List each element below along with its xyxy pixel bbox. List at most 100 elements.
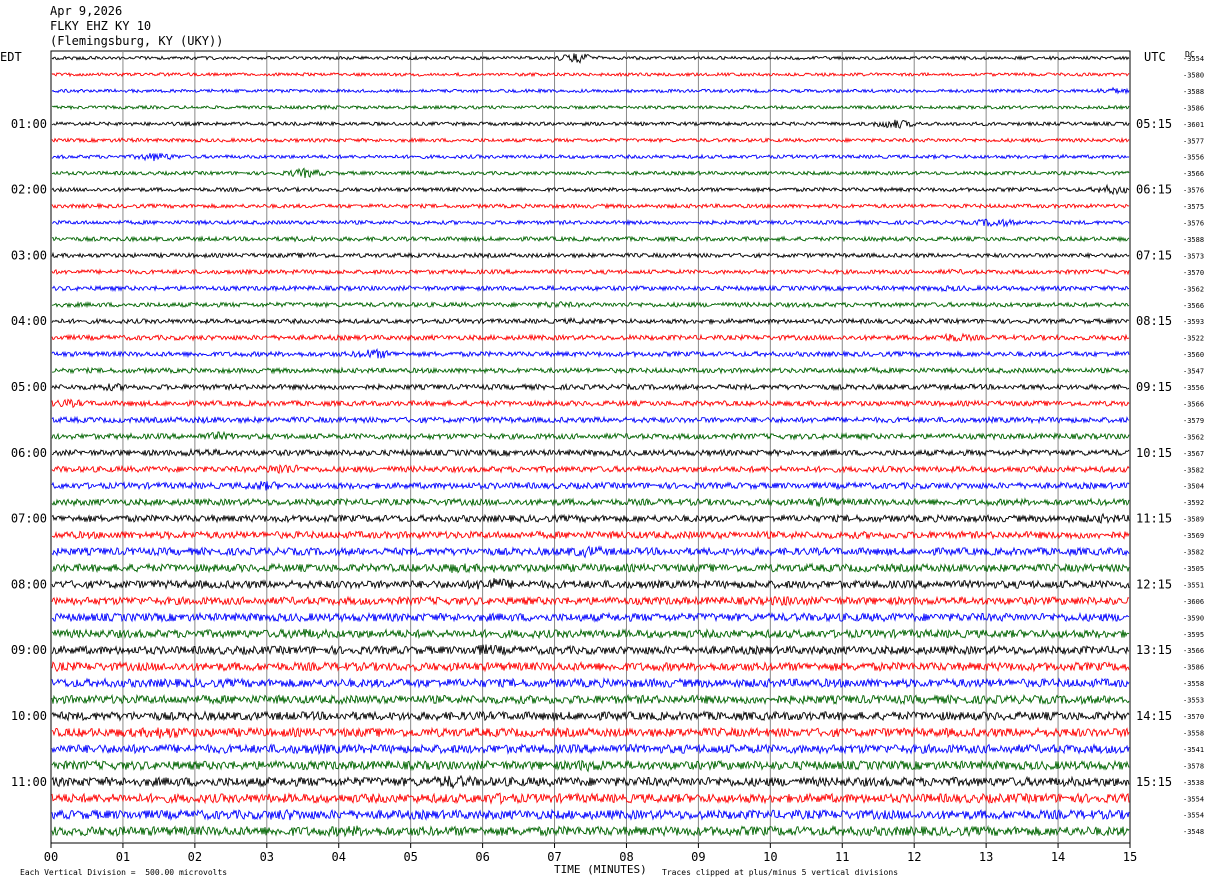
seismic-trace <box>51 415 1130 425</box>
trace-dc-offset: -3570 <box>1183 269 1204 277</box>
seismic-trace <box>51 726 1130 739</box>
trace-dc-offset: -3573 <box>1183 252 1204 260</box>
seismic-trace <box>51 529 1130 541</box>
seismic-trace <box>51 578 1130 590</box>
seismic-trace <box>51 398 1130 409</box>
trace-dc-offset: -3567 <box>1183 450 1204 458</box>
seismic-trace <box>51 317 1130 326</box>
seismic-trace <box>51 284 1130 293</box>
trace-dc-offset: -3588 <box>1183 236 1204 244</box>
hour-label-left: 05:00 <box>11 380 47 394</box>
trace-dc-offset: -3560 <box>1183 351 1204 359</box>
seismic-trace <box>51 481 1130 491</box>
hour-label-left: 01:00 <box>11 117 47 131</box>
trace-dc-offset: -3551 <box>1183 581 1204 589</box>
trace-dc-offset: -3569 <box>1183 532 1204 540</box>
seismic-trace <box>51 710 1130 722</box>
trace-dc-offset: -3566 <box>1183 170 1204 178</box>
hour-label-right: 10:15 <box>1136 446 1172 460</box>
seismic-trace <box>51 251 1130 260</box>
location-label: (Flemingsburg, KY (UKY)) <box>50 34 224 48</box>
trace-dc-offset: -3576 <box>1183 220 1204 228</box>
trace-dc-offset: -3554 <box>1183 795 1204 803</box>
trace-dc-offset: -3579 <box>1183 417 1204 425</box>
left-timezone-label: EDT <box>0 50 22 64</box>
seismic-trace <box>51 71 1130 78</box>
hour-label-right: 05:15 <box>1136 117 1172 131</box>
seismic-trace <box>51 512 1130 525</box>
seismic-trace <box>51 104 1130 111</box>
seismic-trace <box>51 268 1130 276</box>
trace-dc-offset: -3577 <box>1183 137 1204 145</box>
seismic-trace <box>51 430 1130 441</box>
trace-dc-offset: -3595 <box>1183 631 1204 639</box>
clip-note: Traces clipped at plus/minus 5 vertical … <box>662 868 899 877</box>
x-tick-label: 10 <box>763 850 777 864</box>
seismic-trace <box>51 677 1130 689</box>
trace-dc-offset: -3538 <box>1183 779 1204 787</box>
seismic-trace <box>51 152 1130 162</box>
trace-dc-offset: -3504 <box>1183 483 1204 491</box>
x-tick-label: 09 <box>691 850 705 864</box>
date-label: Apr 9,2026 <box>50 4 123 18</box>
trace-dc-offset: -3589 <box>1183 516 1204 524</box>
x-tick-label: 02 <box>188 850 202 864</box>
hour-label-right: 08:15 <box>1136 314 1172 328</box>
x-tick-label: 05 <box>403 850 417 864</box>
trace-dc-offset: -3566 <box>1183 302 1204 310</box>
scale-note: Each Vertical Division = 500.00 microvol… <box>20 868 228 877</box>
trace-dc-offset: -3593 <box>1183 318 1204 326</box>
seismic-trace <box>51 183 1130 196</box>
seismic-trace <box>51 496 1130 508</box>
trace-dc-offset: -3547 <box>1183 368 1204 376</box>
trace-dc-offset: -3558 <box>1183 680 1204 688</box>
x-tick-label: 04 <box>332 850 346 864</box>
x-tick-label: 06 <box>475 850 489 864</box>
trace-dc-offset: -3586 <box>1183 104 1204 112</box>
trace-dc-offset: -3556 <box>1183 384 1204 392</box>
seismic-trace <box>51 332 1130 343</box>
trace-dc-offset: -3590 <box>1183 614 1204 622</box>
trace-dc-offset: -3592 <box>1183 499 1204 507</box>
station-label: FLKY EHZ KY 10 <box>50 19 152 33</box>
trace-dc-offset: -3562 <box>1183 285 1204 293</box>
seismic-trace <box>51 202 1130 210</box>
trace-dc-offset: -3566 <box>1183 647 1204 655</box>
trace-dc-offset: -3553 <box>1183 697 1204 705</box>
seismic-trace <box>51 300 1130 310</box>
trace-dc-offset: -3578 <box>1183 762 1204 770</box>
trace-dc-offset: -3586 <box>1183 664 1204 672</box>
seismic-trace <box>51 562 1130 574</box>
seismic-trace <box>51 792 1130 806</box>
seismic-trace <box>51 53 1130 64</box>
seismic-trace <box>51 644 1130 657</box>
x-tick-label: 15 <box>1123 850 1137 864</box>
seismic-trace <box>51 611 1130 623</box>
seismic-trace <box>51 759 1130 773</box>
x-tick-label: 14 <box>1051 850 1065 864</box>
trace-dc-offset: -3601 <box>1183 121 1204 129</box>
trace-dc-offset: -3522 <box>1183 335 1204 343</box>
x-tick-label: 08 <box>619 850 633 864</box>
seismic-trace <box>51 86 1130 95</box>
x-tick-label: 11 <box>835 850 849 864</box>
seismic-trace <box>51 167 1130 178</box>
hour-label-left: 06:00 <box>11 446 47 460</box>
x-tick-label: 13 <box>979 850 993 864</box>
trace-dc-offset: -3554 <box>1183 55 1204 63</box>
x-axis-title: TIME (MINUTES) <box>554 863 647 876</box>
seismic-trace <box>51 595 1130 607</box>
trace-dc-offset: -3570 <box>1183 713 1204 721</box>
trace-dc-offset: -3548 <box>1183 828 1204 836</box>
seismic-trace <box>51 808 1130 821</box>
seismic-trace <box>51 824 1130 838</box>
hour-label-right: 12:15 <box>1136 577 1172 591</box>
hour-label-left: 11:00 <box>11 775 47 789</box>
seismic-trace <box>51 235 1130 243</box>
hour-label-left: 09:00 <box>11 643 47 657</box>
seismic-trace <box>51 137 1130 144</box>
trace-dc-offset: -3582 <box>1183 549 1204 557</box>
hour-label-right: 06:15 <box>1136 183 1172 197</box>
hour-label-right: 14:15 <box>1136 709 1172 723</box>
trace-dc-offset: -3582 <box>1183 466 1204 474</box>
